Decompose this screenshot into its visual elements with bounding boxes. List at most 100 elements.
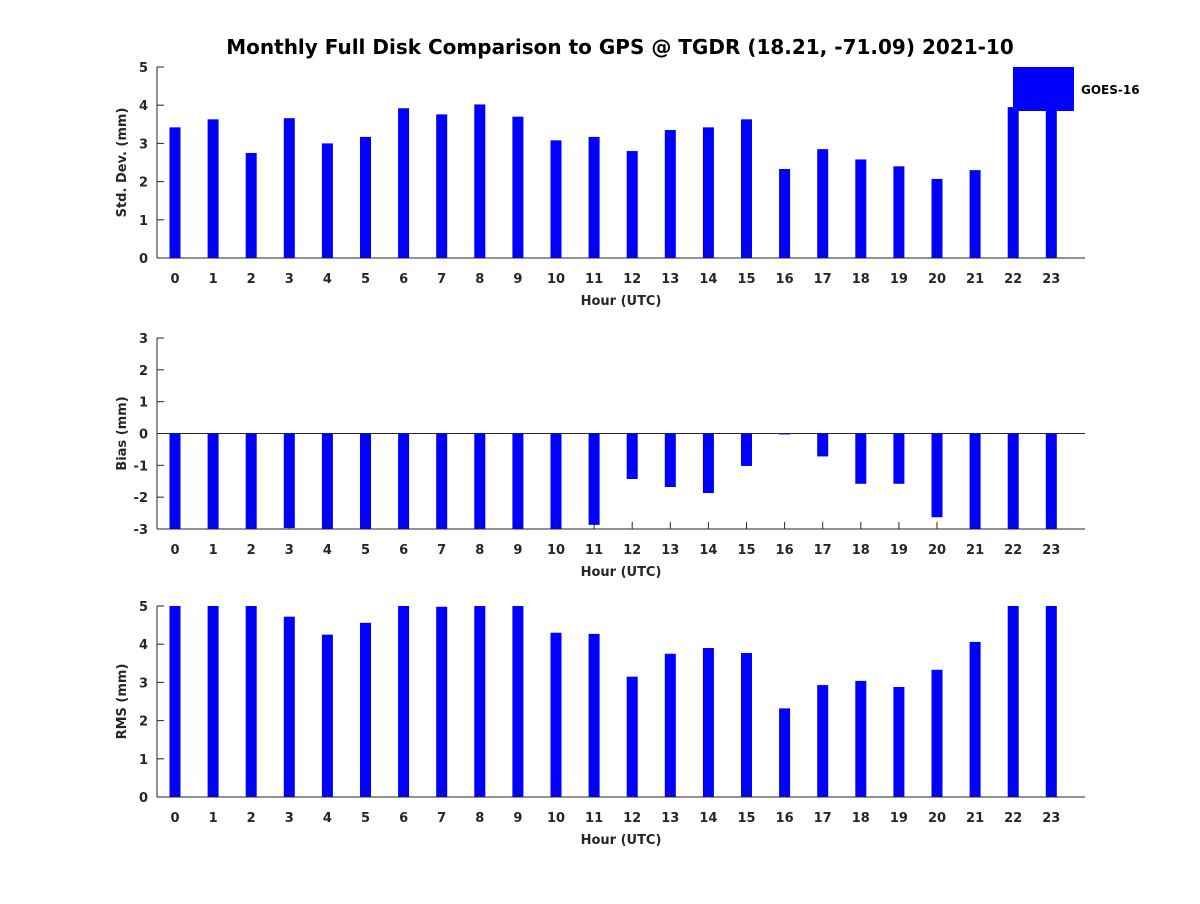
bar-hour-17 [817, 433, 829, 457]
y-tick-label: 0 [139, 252, 148, 267]
bar-hour-18 [855, 433, 867, 484]
x-tick-label: 7 [437, 811, 446, 826]
x-tick-label: 11 [585, 811, 603, 826]
bar-hour-21 [969, 641, 981, 797]
y-tick-label: -3 [134, 523, 148, 538]
bar-hour-2 [245, 606, 257, 797]
y-tick-label: 2 [139, 715, 148, 730]
y-tick-label: -2 [134, 491, 148, 506]
bar-hour-23 [1045, 433, 1057, 529]
bar-hour-16 [779, 433, 791, 435]
x-tick-label: 8 [475, 543, 484, 558]
bar-hour-15 [741, 119, 752, 258]
bar-hour-2 [245, 152, 257, 258]
y-axis-label: Std. Dev. (mm) [115, 108, 130, 218]
legend-swatch [1013, 67, 1074, 111]
x-tick-label: 16 [776, 811, 794, 826]
x-tick-label: 17 [814, 272, 832, 287]
bar-hour-8 [474, 104, 486, 258]
chart-legend: GOES-16 [1013, 67, 1140, 111]
bar-hour-17 [817, 685, 829, 797]
x-tick-label: 23 [1042, 272, 1060, 287]
y-tick-label: -1 [134, 459, 148, 474]
x-tick-label: 2 [247, 272, 256, 287]
x-tick-label: 6 [399, 811, 408, 826]
y-tick-label: 0 [139, 791, 148, 806]
bar-hour-22 [1007, 107, 1019, 258]
bar-hour-0 [169, 433, 181, 529]
bar-hour-0 [169, 127, 181, 258]
bar-hour-0 [169, 606, 181, 797]
y-axis-label: RMS (mm) [115, 664, 130, 740]
x-tick-label: 23 [1042, 543, 1060, 558]
x-tick-label: 4 [323, 543, 332, 558]
x-tick-label: 19 [890, 272, 908, 287]
bar-hour-7 [436, 606, 448, 797]
bar-hour-19 [893, 166, 905, 258]
x-tick-label: 22 [1004, 543, 1022, 558]
x-tick-label: 0 [170, 272, 179, 287]
y-tick-label: 5 [139, 61, 148, 76]
x-tick-label: 19 [890, 543, 908, 558]
bar-hour-10 [550, 632, 562, 797]
bar-hour-20 [931, 669, 943, 797]
x-tick-label: 20 [928, 272, 946, 287]
bar-hour-10 [550, 140, 562, 258]
bar-hour-16 [779, 708, 791, 797]
x-tick-label: 10 [547, 272, 565, 287]
bar-hour-18 [855, 680, 867, 797]
bar-hour-13 [664, 130, 676, 258]
x-tick-label: 6 [399, 272, 408, 287]
x-tick-label: 21 [966, 543, 984, 558]
y-tick-label: 1 [139, 214, 148, 229]
x-axis-label: Hour (UTC) [581, 565, 662, 580]
bar-hour-18 [855, 159, 867, 258]
y-tick-label: 3 [139, 137, 148, 152]
x-tick-label: 5 [361, 272, 370, 287]
bar-hour-22 [1007, 433, 1019, 529]
x-tick-label: 15 [737, 811, 755, 826]
x-tick-label: 13 [661, 272, 679, 287]
y-axis-label: Bias (mm) [115, 396, 130, 470]
x-tick-label: 7 [437, 272, 446, 287]
x-tick-label: 18 [852, 543, 870, 558]
x-tick-label: 18 [852, 272, 870, 287]
y-tick-label: 5 [139, 600, 148, 615]
x-tick-label: 5 [361, 811, 370, 826]
bar-hour-11 [588, 136, 600, 258]
x-tick-label: 17 [814, 543, 832, 558]
x-tick-label: 1 [209, 811, 218, 826]
x-tick-label: 4 [323, 272, 332, 287]
bar-hour-12 [626, 433, 638, 480]
legend-label: GOES-16 [1081, 83, 1140, 97]
x-tick-label: 1 [209, 272, 218, 287]
x-tick-label: 1 [209, 543, 218, 558]
x-tick-label: 9 [513, 543, 522, 558]
bar-hour-21 [969, 433, 981, 529]
bar-hour-2 [245, 433, 257, 529]
x-tick-label: 9 [513, 811, 522, 826]
x-tick-label: 2 [247, 811, 256, 826]
x-tick-label: 11 [585, 543, 603, 558]
y-tick-label: 0 [139, 428, 148, 443]
bar-hour-7 [436, 114, 448, 258]
x-tick-label: 6 [399, 543, 408, 558]
bar-hour-15 [741, 652, 752, 797]
x-tick-label: 3 [285, 272, 294, 287]
bar-hour-16 [779, 168, 791, 258]
bar-hour-11 [588, 433, 600, 525]
bar-hour-13 [664, 653, 676, 797]
bar-hour-22 [1007, 606, 1019, 797]
bar-hour-6 [398, 108, 410, 258]
x-tick-label: 21 [966, 272, 984, 287]
bar-hour-11 [588, 633, 600, 797]
y-tick-label: 4 [139, 99, 148, 114]
x-tick-label: 3 [285, 543, 294, 558]
bar-hour-1 [207, 606, 219, 797]
bar-hour-23 [1045, 107, 1057, 259]
bar-hour-3 [283, 433, 295, 529]
